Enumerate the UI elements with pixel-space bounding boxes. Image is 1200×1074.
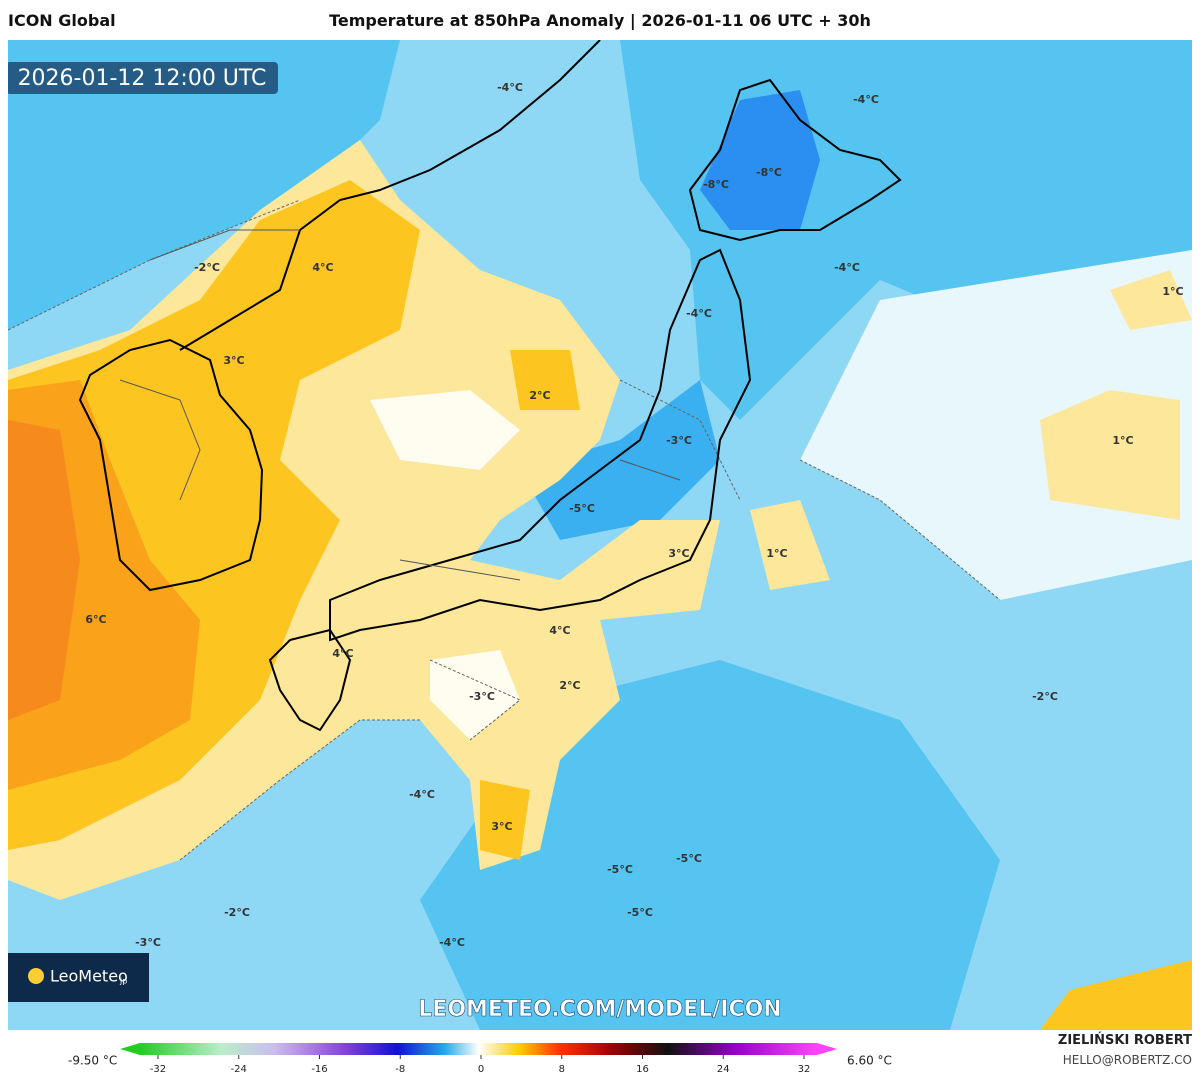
contour-label: 4°C xyxy=(332,647,353,660)
contour-label: -5°C xyxy=(569,502,595,515)
contour-label: 3°C xyxy=(668,547,689,560)
coastline-korea xyxy=(78,338,264,592)
contour-label: -2°C xyxy=(1032,690,1058,703)
contour-label: -8°C xyxy=(756,166,782,179)
colorbar-tick-label: 32 xyxy=(798,1064,811,1074)
contour-labels: -4°C -4°C -8°C -8°C -2°C 4°C -4°C 1°C -4°C 3°C 2°C… xyxy=(85,81,1183,949)
colorbar-ticks: -32 -24 -16 -8 0 8 16 24 32 xyxy=(150,1055,811,1074)
contour-label: -3°C xyxy=(666,434,692,447)
coastline-kyushu xyxy=(268,628,352,732)
colorbar-tick-label: -24 xyxy=(231,1064,247,1074)
contour-label: -8°C xyxy=(703,178,729,191)
author: ZIELIŃSKI ROBERT xyxy=(1058,1032,1192,1048)
contour-label: -4°C xyxy=(439,936,465,949)
contour-label: -4°C xyxy=(834,261,860,274)
contour-label: 3°C xyxy=(491,820,512,833)
contour-label: 3°C xyxy=(223,354,244,367)
contour-label: -5°C xyxy=(607,863,633,876)
colorbar xyxy=(140,1043,817,1055)
contour-label: -4°C xyxy=(497,81,523,94)
contour-label: 2°C xyxy=(529,389,550,402)
author-email: HELLO@ROBERTZ.CO xyxy=(1063,1053,1192,1067)
field-area xyxy=(700,90,820,230)
coastline-hokkaido xyxy=(688,78,902,242)
colorbar-tick-label: -16 xyxy=(311,1064,327,1074)
contour-label: -4°C xyxy=(409,788,435,801)
logo-suffix: jp xyxy=(119,977,127,986)
contour-label: -2°C xyxy=(224,906,250,919)
valid-time: 2026-01-12 12:00 UTC xyxy=(18,66,267,91)
coastline-honshu xyxy=(329,248,752,642)
map-title: Temperature at 850hPa Anomaly | 2026-01-… xyxy=(329,11,871,31)
contour-label: -4°C xyxy=(853,93,879,106)
colorbar-max: 6.60 °C xyxy=(847,1054,892,1068)
admin-border xyxy=(119,229,681,581)
time-badge xyxy=(8,62,278,94)
colorbar-min: -9.50 °C xyxy=(68,1054,117,1068)
contour-label: 6°C xyxy=(85,613,106,626)
colorbar-tick-label: 8 xyxy=(559,1064,565,1074)
colorbar-arrow xyxy=(120,1043,140,1055)
contour-label: 4°C xyxy=(312,261,333,274)
field-area xyxy=(800,250,1192,600)
field-area xyxy=(8,420,80,720)
colorbar-tick-label: -8 xyxy=(395,1064,405,1074)
watermark: LEOMETEO.COM/MODEL/ICON xyxy=(418,997,781,1022)
model-name: ICON Global xyxy=(8,11,116,30)
colorbar-arrow xyxy=(817,1043,837,1055)
contour-label: 1°C xyxy=(1162,285,1183,298)
logo-sun xyxy=(28,968,44,984)
field-area xyxy=(480,350,580,860)
contour-label: -5°C xyxy=(627,906,653,919)
colorbar-tick-label: 0 xyxy=(478,1064,484,1074)
contour-label: 4°C xyxy=(549,624,570,637)
field-area xyxy=(8,40,400,330)
field-area xyxy=(1040,960,1192,1030)
contour-label: -5°C xyxy=(676,852,702,865)
coastline-continent xyxy=(179,40,601,351)
contour-label: -4°C xyxy=(686,307,712,320)
map: 2026-01-12 12:00 UTC LeoMeteo jp LEOMETE… xyxy=(8,40,1192,1030)
field-area xyxy=(750,270,1192,590)
contour-label: -3°C xyxy=(135,936,161,949)
logo-text: LeoMeteo xyxy=(50,967,128,986)
contour-label: -3°C xyxy=(469,690,495,703)
contour-label: -2°C xyxy=(194,261,220,274)
contour-label: 2°C xyxy=(559,679,580,692)
colorbar-tick-label: 16 xyxy=(636,1064,649,1074)
colorbar-tick-label: -32 xyxy=(150,1064,166,1074)
contour-label: 1°C xyxy=(766,547,787,560)
contour-label: 1°C xyxy=(1112,434,1133,447)
field-area xyxy=(370,390,520,740)
colorbar-tick-label: 24 xyxy=(717,1064,730,1074)
